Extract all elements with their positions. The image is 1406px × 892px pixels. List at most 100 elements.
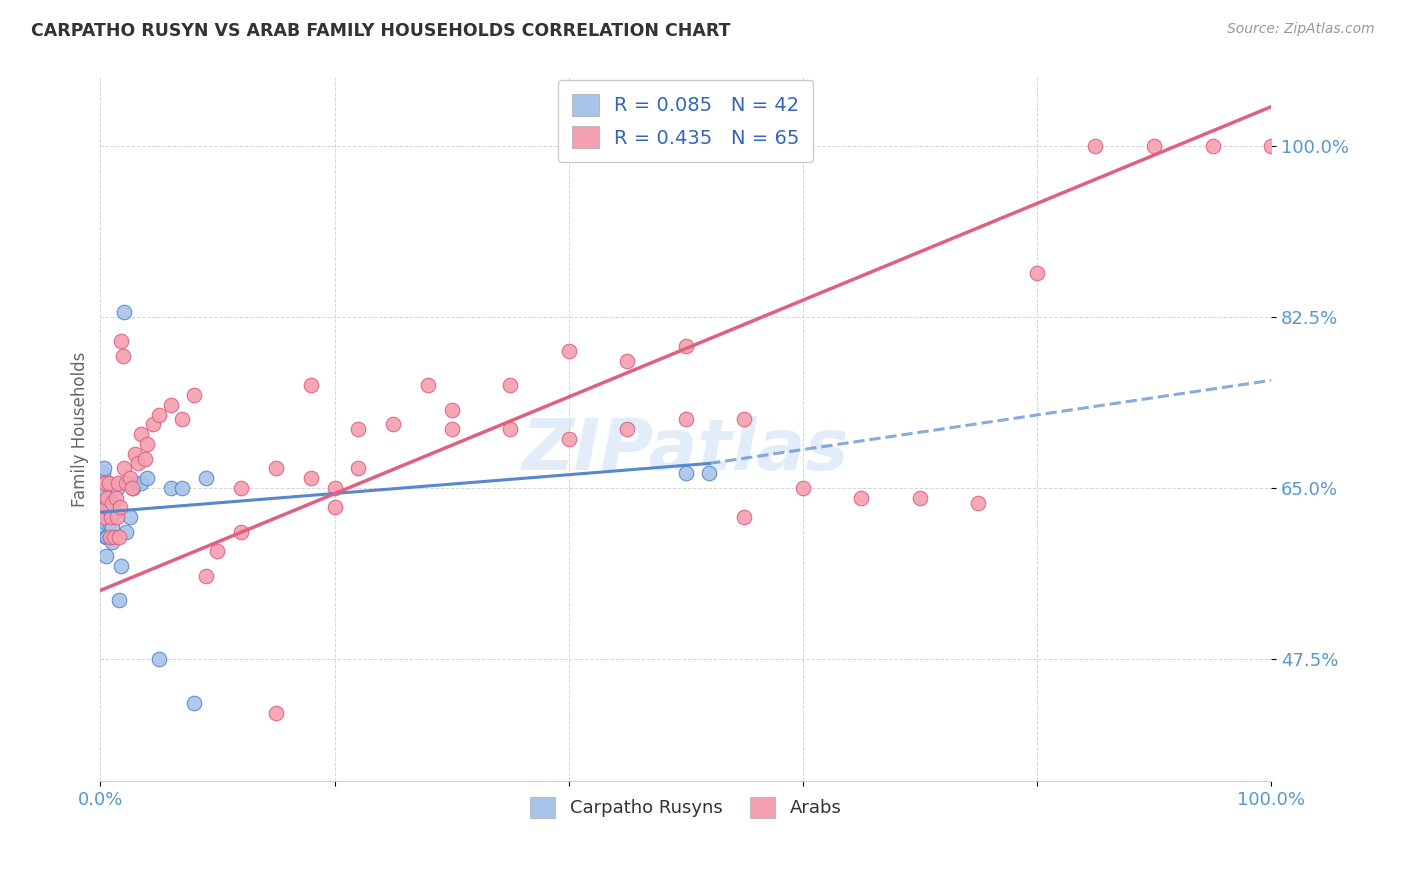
Point — [121, 481, 143, 495]
Point — [172, 481, 194, 495]
Point — [136, 471, 159, 485]
Point — [323, 481, 346, 495]
Point — [183, 696, 205, 710]
Point — [93, 505, 115, 519]
Point — [1084, 138, 1107, 153]
Point — [229, 524, 252, 539]
Point — [229, 481, 252, 495]
Point — [159, 481, 181, 495]
Point — [98, 530, 121, 544]
Point — [104, 491, 127, 505]
Point — [115, 524, 138, 539]
Point — [118, 510, 141, 524]
Point — [148, 652, 170, 666]
Point — [110, 559, 132, 574]
Point — [616, 354, 638, 368]
Text: Source: ZipAtlas.com: Source: ZipAtlas.com — [1227, 22, 1375, 37]
Point — [98, 530, 121, 544]
Point — [91, 500, 114, 515]
Point — [115, 475, 138, 490]
Point — [101, 495, 124, 509]
Point — [675, 412, 697, 426]
Point — [697, 466, 720, 480]
Point — [299, 471, 322, 485]
Point — [733, 510, 755, 524]
Point — [100, 510, 122, 524]
Point — [440, 422, 463, 436]
Point — [118, 471, 141, 485]
Point — [675, 339, 697, 353]
Point — [299, 378, 322, 392]
Point — [112, 461, 135, 475]
Point — [127, 457, 149, 471]
Point — [105, 510, 128, 524]
Point — [1143, 138, 1166, 153]
Point — [101, 520, 124, 534]
Point — [207, 544, 229, 558]
Point — [91, 485, 114, 500]
Point — [96, 500, 118, 515]
Point — [93, 520, 115, 534]
Point — [124, 475, 146, 490]
Point — [159, 398, 181, 412]
Point — [94, 475, 117, 490]
Point — [675, 466, 697, 480]
Point — [142, 417, 165, 432]
Point — [91, 466, 114, 480]
Point — [112, 305, 135, 319]
Point — [96, 491, 118, 505]
Point — [557, 432, 579, 446]
Point — [194, 569, 217, 583]
Point — [136, 437, 159, 451]
Point — [110, 500, 132, 515]
Point — [103, 530, 125, 544]
Point — [183, 388, 205, 402]
Point — [96, 530, 118, 544]
Text: ZIPatlas: ZIPatlas — [522, 416, 849, 485]
Point — [96, 510, 118, 524]
Point — [131, 427, 153, 442]
Point — [264, 706, 287, 720]
Point — [108, 530, 131, 544]
Point — [557, 344, 579, 359]
Point — [103, 505, 125, 519]
Point — [93, 461, 115, 475]
Point — [91, 475, 114, 490]
Point — [499, 422, 522, 436]
Point — [94, 485, 117, 500]
Point — [347, 461, 370, 475]
Point — [93, 475, 115, 490]
Point — [264, 461, 287, 475]
Point — [323, 500, 346, 515]
Point — [105, 481, 128, 495]
Point — [1201, 138, 1223, 153]
Point — [107, 475, 129, 490]
Point — [347, 422, 370, 436]
Point — [908, 491, 931, 505]
Point — [108, 593, 131, 607]
Point — [93, 510, 115, 524]
Point — [111, 349, 134, 363]
Point — [110, 334, 132, 349]
Point — [101, 534, 124, 549]
Point — [96, 491, 118, 505]
Point — [1026, 266, 1049, 280]
Point — [100, 530, 122, 544]
Point — [733, 412, 755, 426]
Point — [172, 412, 194, 426]
Point — [851, 491, 873, 505]
Point — [98, 500, 121, 515]
Point — [96, 530, 118, 544]
Point — [97, 495, 120, 509]
Point — [418, 378, 440, 392]
Point — [967, 495, 990, 509]
Point — [94, 500, 117, 515]
Point — [94, 515, 117, 529]
Point — [382, 417, 405, 432]
Point — [1260, 138, 1282, 153]
Point — [194, 471, 217, 485]
Point — [440, 402, 463, 417]
Point — [97, 515, 120, 529]
Point — [93, 491, 115, 505]
Point — [616, 422, 638, 436]
